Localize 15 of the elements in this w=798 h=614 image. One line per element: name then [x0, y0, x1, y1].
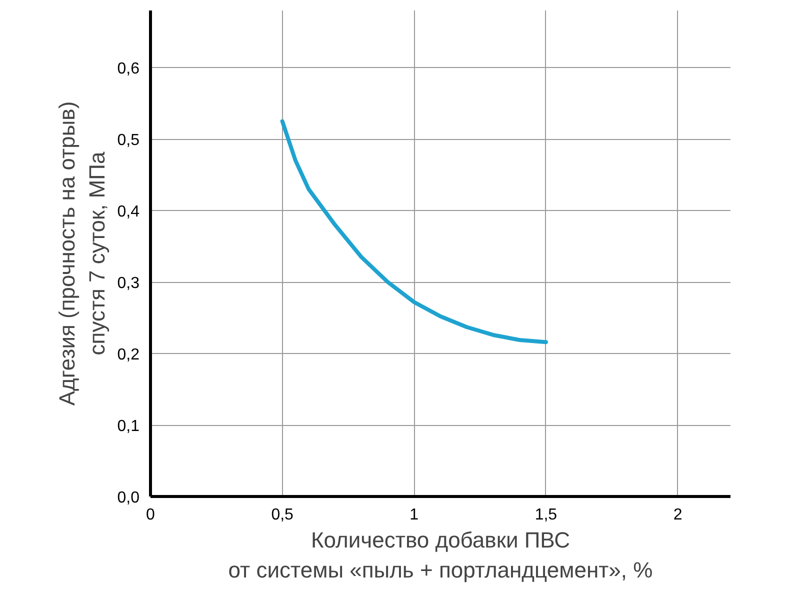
y-tick-label: 0,0: [117, 490, 140, 506]
y-tick-label: 0,3: [117, 275, 140, 292]
line-series: [280, 119, 548, 344]
x-tick-label: 1,5: [534, 506, 558, 524]
x-tick-label: 1: [410, 506, 419, 524]
y-tick-label: 0,6: [117, 60, 140, 78]
y-tick-label: 0,4: [117, 204, 140, 221]
y-tick-label: 0,5: [117, 132, 140, 150]
y-tick-label: 0,1: [117, 418, 140, 436]
x-axis-title: Количество добавки ПВС от системы «пыль + портландцемент», %: [228, 528, 653, 582]
x-tick-label: 0,5: [271, 506, 294, 524]
y-tick-label: 0,2: [117, 346, 140, 364]
x-tick-label: 0: [146, 506, 156, 524]
y-axis-title: Адгезия (прочность на отрыв) спустя 7 суток, МПа: [54, 101, 110, 406]
x-tick-label: 2: [673, 506, 682, 524]
